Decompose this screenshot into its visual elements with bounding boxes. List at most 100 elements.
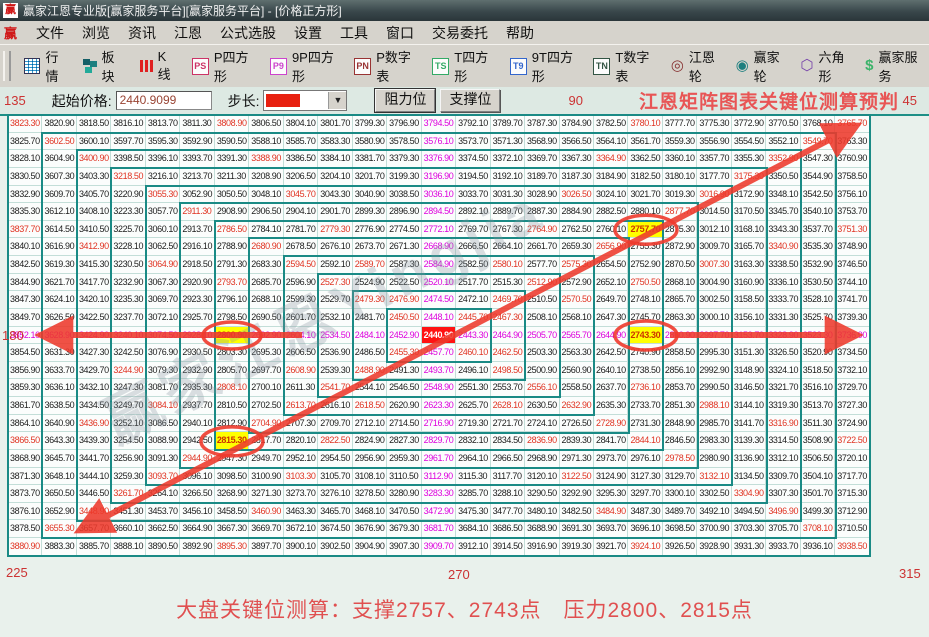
- matrix-cell: 2947.30: [214, 449, 250, 468]
- matrix-cell: 3235.30: [111, 291, 146, 309]
- menu-item-江恩[interactable]: 江恩: [174, 24, 203, 41]
- menu-item-帮助[interactable]: 帮助: [506, 24, 535, 41]
- toolbar-button-江恩轮[interactable]: ◎ 江恩轮: [663, 43, 728, 89]
- matrix-cell: 3655.30: [42, 520, 77, 538]
- matrix-cell: 2563.30: [559, 344, 594, 362]
- matrix-cell: 2464.90: [490, 326, 526, 345]
- toolbar-button-P数字表[interactable]: PN P数字表: [346, 43, 424, 89]
- toolbar-button-赢家轮[interactable]: ◉ 赢家轮: [728, 43, 793, 89]
- matrix-cell: 2733.70: [628, 397, 663, 415]
- toolbar-label: 9T四方形: [531, 50, 573, 84]
- toolbar-label: 江恩轮: [688, 50, 715, 84]
- matrix-cell: 2616.10: [318, 397, 353, 415]
- matrix-cell: 2448.10: [421, 308, 457, 327]
- matrix-cell: 2652.10: [593, 273, 629, 292]
- matrix-cell: 3554.50: [731, 132, 767, 151]
- winner-service-icon: $: [865, 57, 874, 74]
- menu-item-窗口[interactable]: 窗口: [386, 24, 415, 41]
- menu-item-设置[interactable]: 设置: [294, 24, 323, 41]
- toolbar-button-六角形[interactable]: ⬡ 六角形: [792, 43, 857, 89]
- matrix-cell: 2827.30: [387, 432, 422, 450]
- toolbar-button-9P四方形[interactable]: P9 9P四方形: [262, 43, 346, 89]
- menu-item-文件[interactable]: 文件: [36, 24, 65, 41]
- toolbar-button-行情[interactable]: 行情: [16, 43, 76, 89]
- matrix-cell: 3062.50: [145, 238, 181, 256]
- matrix-cell: 3412.90: [76, 238, 112, 256]
- matrix-cell: 2829.70: [421, 432, 457, 450]
- matrix-cell: 2594.50: [283, 256, 319, 274]
- matrix-cell: 3105.70: [318, 467, 353, 486]
- matrix-cell: 2824.90: [352, 432, 388, 450]
- matrix-cell: 3110.50: [387, 467, 422, 486]
- matrix-cell: 3304.90: [731, 485, 767, 503]
- matrix-cell: 3748.90: [835, 238, 870, 256]
- matrix-cell: 2649.70: [593, 291, 629, 309]
- matrix-cell: 3787.30: [525, 115, 560, 133]
- matrix-cell: 3631.30: [42, 344, 77, 362]
- matrix-cell: 3556.90: [697, 132, 732, 151]
- matrix-cell: 2793.70: [214, 273, 250, 292]
- step-dropdown[interactable]: ▼: [263, 90, 348, 111]
- matrix-cell: 3278.50: [352, 485, 388, 503]
- toolbar-items: 行情 板块 K线 PS P四方形 P9 9P四方形 PN P数字表 TS T四方形 T9 9T四方形 TN…: [16, 43, 929, 89]
- matrix-cell: 3326.50: [766, 344, 801, 362]
- matrix-cell: 3712.90: [835, 502, 870, 521]
- support-button[interactable]: 支撑位: [440, 89, 501, 112]
- matrix-cell: 3424.90: [76, 326, 112, 345]
- matrix-cell: 3892.90: [180, 538, 215, 556]
- matrix-cell: 3508.90: [800, 432, 836, 450]
- toolbar-button-板块[interactable]: 板块: [75, 43, 131, 89]
- matrix-cell: 3427.30: [76, 344, 112, 362]
- dropdown-arrow-icon[interactable]: ▼: [328, 92, 347, 109]
- matrix-cell: 2539.30: [318, 361, 353, 380]
- matrix-cell: 3513.70: [800, 397, 836, 415]
- matrix-cell: 3086.50: [145, 414, 181, 433]
- matrix-cell: 2522.50: [387, 273, 422, 292]
- toolbar-grip[interactable]: [3, 51, 11, 81]
- matrix-cell: 3847.30: [8, 291, 43, 309]
- toolbar-button-赢家服务[interactable]: $ 赢家服务: [857, 43, 929, 89]
- matrix-cell: 3355.30: [731, 150, 767, 168]
- menu-item-资讯[interactable]: 资讯: [128, 24, 157, 41]
- matrix-cell: 2988.10: [697, 397, 732, 415]
- matrix-cell: 3602.50: [42, 132, 77, 151]
- matrix-cell: 3007.30: [697, 256, 732, 274]
- matrix-cell: 2508.10: [525, 308, 560, 327]
- matrix-cell: 3014.50: [697, 203, 732, 221]
- toolbar-button-K线[interactable]: K线: [131, 45, 183, 87]
- matrix-cell: 2462.50: [490, 344, 526, 362]
- matrix-cell: 3261.70: [111, 485, 146, 503]
- matrix-cell: 2688.10: [249, 291, 284, 309]
- menu-item-公式选股[interactable]: 公式选股: [220, 24, 277, 41]
- matrix-cell: 2853.70: [662, 379, 698, 397]
- menu-item-浏览[interactable]: 浏览: [82, 24, 111, 41]
- matrix-cell: 3165.70: [731, 238, 767, 256]
- matrix-cell: 2486.50: [352, 344, 388, 362]
- matrix-cell: 2944.90: [180, 449, 215, 468]
- resistance-button[interactable]: 阻力位: [374, 88, 437, 113]
- toolbar-button-T数字表[interactable]: TN T数字表: [585, 43, 662, 89]
- matrix-cell: 3182.50: [628, 167, 663, 186]
- matrix-cell: 3079.30: [145, 361, 181, 380]
- matrix-cell: 3734.50: [835, 344, 870, 362]
- toolbar-button-T四方形[interactable]: TS T四方形: [424, 43, 501, 89]
- menu-item-交易委托[interactable]: 交易委托: [432, 24, 489, 41]
- matrix-cell: 3926.50: [662, 538, 698, 556]
- toolbar-label: 赢家服务: [878, 50, 918, 84]
- matrix-cell: 3588.10: [249, 132, 284, 151]
- 9p-square-icon: P9: [269, 57, 287, 75]
- matrix-cell: 2491.30: [387, 361, 422, 380]
- toolbar-button-9T四方形[interactable]: T9 9T四方形: [502, 43, 586, 89]
- menu-item-工具[interactable]: 工具: [340, 24, 369, 41]
- matrix-cell: 3907.30: [387, 538, 422, 556]
- matrix-cell: 3074.50: [145, 326, 181, 345]
- matrix-cell: 3146.50: [731, 379, 767, 397]
- blocks-icon: [83, 59, 97, 73]
- matrix-cell: 2707.30: [283, 414, 319, 433]
- start-price-input[interactable]: 2440.9099: [115, 91, 212, 110]
- matrix-cell: 3861.70: [8, 397, 43, 415]
- matrix-cell: 2532.10: [318, 308, 353, 327]
- matrix-cell: 3916.90: [525, 538, 560, 556]
- toolbar-button-P四方形[interactable]: PS P四方形: [184, 43, 262, 89]
- matrix-cell: 3225.70: [111, 220, 146, 239]
